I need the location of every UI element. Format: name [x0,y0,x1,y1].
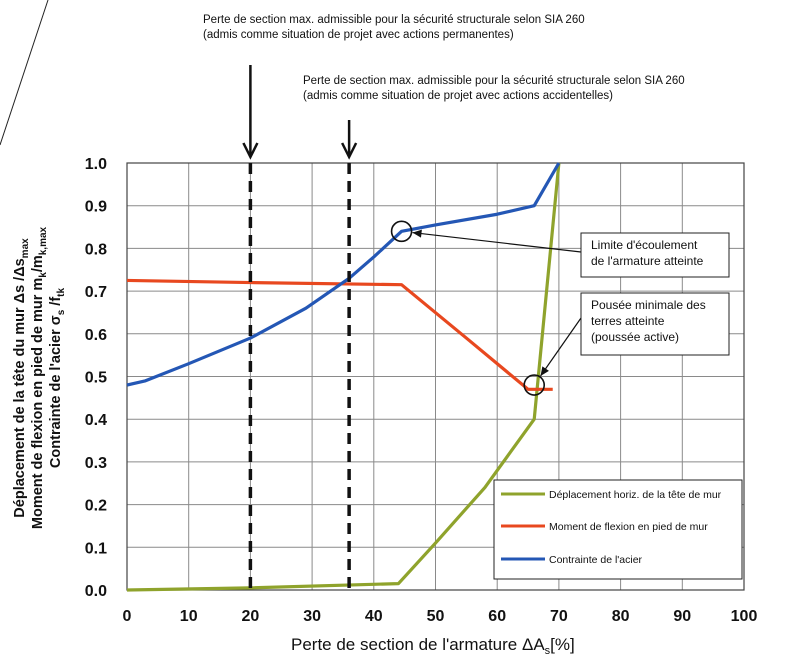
callout-1-box [580,232,730,278]
legend-box [493,479,743,580]
x-tick-label: 10 [180,608,198,625]
vline-2-label-line1: Perte de section max. admissible pour la… [303,75,685,87]
legend-label-stress: Contrainte de l'acier [549,554,643,566]
x-tick-label: 70 [550,608,568,625]
callout-marker-circle [523,374,546,396]
callout-leader-line [540,317,582,377]
x-axis-label: Perte de section de l'armature ΔAs[%] [291,635,575,657]
y-tick-label: 0.8 [85,241,107,258]
y-tick-label: 0.7 [85,284,107,301]
reference-lines [242,65,358,590]
y-tick-label: 0.3 [85,455,107,472]
y-tick-label: 0.2 [85,498,107,515]
x-tick-label: 90 [673,608,691,625]
y-tick-label: 0.6 [85,327,107,344]
x-tick-label: 50 [427,608,445,625]
callout-1-line2: de l'armature atteinte [591,254,704,268]
x-tick-label: 80 [612,608,630,625]
y-tick-label: 0.4 [85,412,107,429]
y-tick-label: 0.5 [85,370,107,387]
vline-2-label-line2: (admis comme situation de projet avec ac… [303,90,613,102]
legend: Déplacement horiz. de la tête de mur Mom… [493,479,743,580]
x-tick-labels: 0 10 20 30 40 50 60 70 80 90 100 [123,608,758,625]
x-tick-label: 30 [303,608,321,625]
y-tick-label: 0.0 [85,583,107,600]
callout-2-line2: terres atteinte [591,314,665,328]
legend-label-displacement: Déplacement horiz. de la tête de mur [549,489,722,501]
y-axis-label-line2: Moment de flexion en pied de mur mk/mk,m… [30,226,49,529]
corner-decoration-line [0,0,49,146]
vline-1-label-line1: Perte de section max. admissible pour la… [203,14,585,26]
legend-label-moment: Moment de flexion en pied de mur [549,521,708,533]
y-tick-label: 1.0 [85,156,107,173]
callout-1-line1: Limite d'écoulement [591,238,698,252]
series-moment-line [126,278,553,391]
y-axis-label: Déplacement de la tête du mur Δs /Δsmax … [12,226,67,529]
callout-leader-line [412,231,582,253]
reference-arrow-head [341,142,358,160]
series-displacement-line [126,162,561,592]
y-axis-label-line1: Déplacement de la tête du mur Δs /Δsmax [12,238,31,518]
y-tick-labels: 0.0 0.1 0.2 0.3 0.4 0.5 0.6 0.7 0.8 0.9 1.0 [85,156,107,600]
vline-1-label-line2: (admis comme situation de projet avec ac… [203,29,514,41]
y-axis-label-line3: Contrainte de l'acier σs /ftk [48,288,67,469]
callouts [390,220,582,396]
x-tick-label: 60 [488,608,506,625]
callout-arrowhead [540,366,549,377]
y-tick-label: 0.9 [85,199,107,216]
x-tick-label: 100 [731,608,758,625]
callout-marker-circle [390,220,413,243]
grid [127,163,744,590]
reference-arrow-head [242,142,259,160]
x-tick-label: 40 [365,608,383,625]
callout-arrowhead [412,229,422,238]
series-lines [126,162,561,592]
plot-area-border [126,162,745,591]
plot-frame [126,162,745,591]
callout-2-box [580,292,730,356]
callout-2-line3: (poussée active) [591,330,679,344]
x-tick-label: 20 [242,608,260,625]
y-tick-label: 0.1 [85,540,107,557]
series-stress-line [126,162,561,387]
x-tick-label: 0 [123,608,132,625]
callout-2-line1: Pousée minimale des [591,298,706,312]
